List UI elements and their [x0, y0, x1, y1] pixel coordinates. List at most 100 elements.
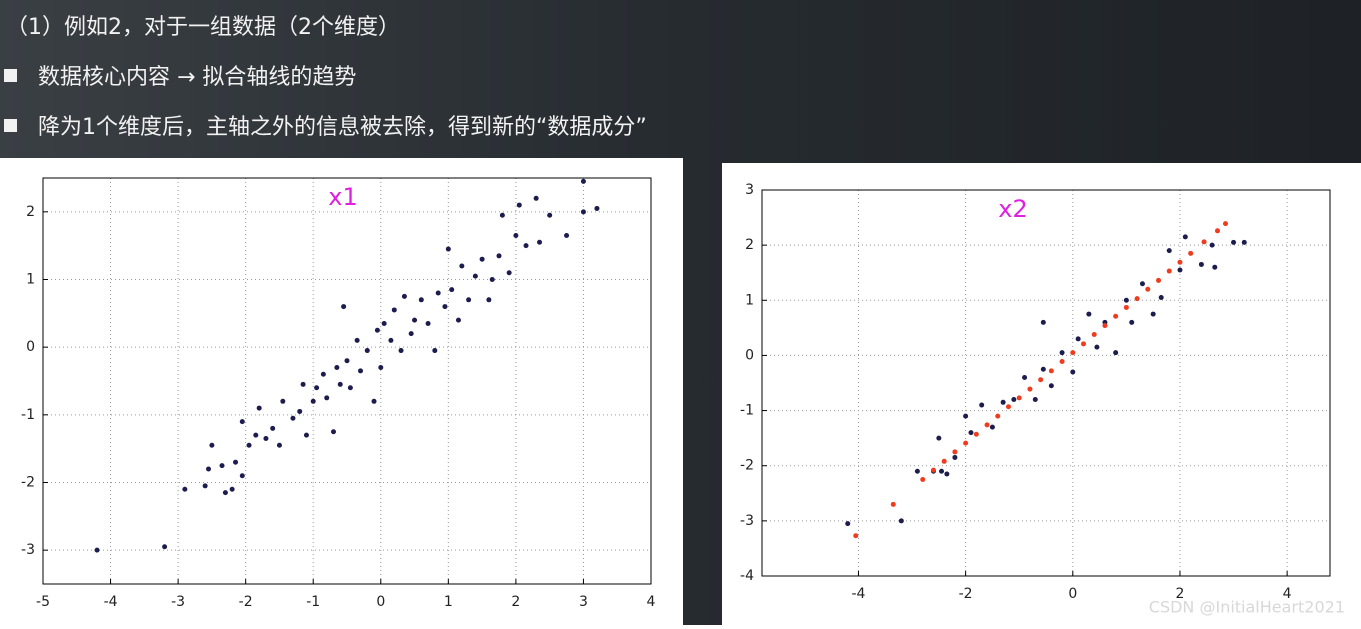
scatter-point: [408, 331, 414, 337]
scatter-point: [239, 473, 245, 479]
scatter-point: [1129, 319, 1135, 325]
x-tick-label: 2: [511, 594, 520, 610]
y-tick-label: 1: [26, 272, 35, 288]
scatter-point: [1094, 344, 1100, 350]
scatter-point: [1113, 313, 1119, 319]
scatter-point: [1040, 319, 1046, 325]
scatter-point: [1145, 286, 1151, 292]
scatter-point: [1059, 350, 1065, 356]
scatter-point: [1005, 404, 1011, 410]
x-tick-label: -2: [959, 586, 973, 602]
scatter-point: [412, 317, 418, 323]
scatter-point: [344, 358, 350, 364]
scatter-point: [580, 209, 586, 215]
scatter-point: [1166, 268, 1172, 274]
scatter-point: [486, 297, 492, 303]
annotation: x1: [328, 183, 357, 211]
x-tick-label: 3: [579, 594, 588, 610]
scatter-point: [472, 273, 478, 279]
scatter-point: [263, 436, 269, 442]
scatter-point: [1038, 377, 1044, 383]
scatter-point: [1113, 350, 1119, 356]
scatter-point: [979, 402, 985, 408]
scatter-point: [1081, 341, 1087, 347]
scatter-point: [898, 518, 904, 524]
scatter-point: [381, 320, 387, 326]
scatter-point: [944, 471, 950, 477]
scatter-point: [1188, 250, 1194, 256]
y-tick-label: -2: [21, 475, 35, 491]
scatter-point: [1177, 259, 1183, 265]
scatter-point: [496, 253, 502, 259]
scatter-point: [300, 381, 306, 387]
y-tick-label: 0: [26, 339, 35, 355]
scatter-point: [334, 364, 340, 370]
scatter-point: [1231, 239, 1237, 245]
scatter-point: [995, 413, 1001, 419]
scatter-point: [547, 212, 553, 218]
scatter-point: [219, 463, 225, 469]
x-tick-label: 0: [1068, 586, 1077, 602]
x-tick-label: 4: [647, 594, 656, 610]
bullet-icon: [4, 119, 17, 132]
scatter-point: [533, 195, 539, 201]
x-tick-label: -3: [171, 594, 185, 610]
scatter-point: [516, 202, 522, 208]
scatter-point: [354, 337, 360, 343]
bullet-text: 降为1个维度后，主轴之外的信息被去除，得到新的“数据成分”: [38, 115, 647, 140]
scatter-point: [445, 246, 451, 252]
scatter-point: [239, 419, 245, 425]
scatter-point: [314, 385, 320, 391]
scatter-point: [963, 413, 969, 419]
x-tick-label: 0: [376, 594, 385, 610]
scatter-point: [347, 385, 353, 391]
scatter-point: [1070, 369, 1076, 375]
y-tick-label: -3: [740, 513, 754, 529]
y-tick-label: -2: [740, 458, 754, 474]
y-tick-label: 1: [745, 292, 754, 308]
scatter-point: [94, 547, 100, 553]
scatter-point: [952, 454, 958, 460]
scatter-point: [564, 233, 570, 239]
x-tick-label: 4: [1283, 586, 1292, 602]
scatter-point: [253, 432, 259, 438]
scatter-point: [358, 368, 364, 374]
scatter-point: [513, 233, 519, 239]
scatter-point: [1166, 248, 1172, 254]
scatter-point: [209, 442, 215, 448]
scatter-point: [432, 348, 438, 354]
scatter-point: [455, 317, 461, 323]
scatter-point: [1209, 242, 1215, 248]
slide-title: （1）例如2，对于一组数据（2个维度）: [6, 15, 400, 40]
scatter-point: [1011, 397, 1017, 403]
scatter-point: [303, 432, 309, 438]
scatter-point: [378, 364, 384, 370]
scatter-point: [1048, 368, 1054, 374]
scatter-point: [280, 398, 286, 404]
scatter-point: [989, 424, 995, 430]
scatter-point: [1091, 331, 1097, 337]
scatter-point: [1016, 395, 1022, 401]
scatter-point: [580, 178, 586, 184]
scatter-point: [202, 483, 208, 489]
scatter-point: [398, 348, 404, 354]
scatter-point: [466, 297, 472, 303]
scatter-point: [388, 337, 394, 343]
scatter-point: [276, 442, 282, 448]
scatter-point: [1059, 358, 1065, 364]
scatter-point: [1123, 304, 1129, 310]
scatter-point: [324, 395, 330, 401]
scatter-point: [984, 422, 990, 428]
scatter-point: [330, 429, 336, 435]
scatter-point: [310, 398, 316, 404]
x-tick-label: -4: [851, 586, 865, 602]
scatter-point: [206, 466, 212, 472]
scatter-point: [1032, 397, 1038, 403]
scatter-point: [1156, 277, 1162, 283]
scatter-point: [1040, 366, 1046, 372]
scatter-point: [229, 486, 235, 492]
scatter-point: [489, 277, 495, 282]
scatter-point: [1139, 281, 1145, 287]
y-tick-label: 3: [745, 182, 754, 198]
